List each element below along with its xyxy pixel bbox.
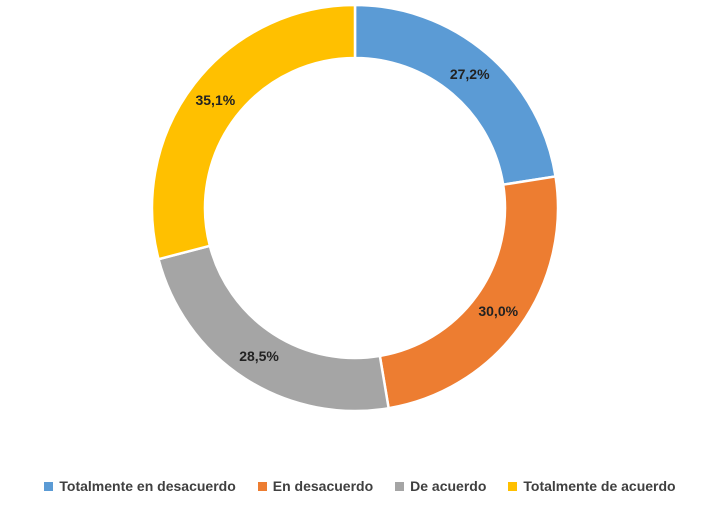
- legend-item-3: De acuerdo: [395, 478, 486, 494]
- legend-item-4: Totalmente de acuerdo: [508, 478, 676, 494]
- donut-chart: 27,2% 30,0% 28,5% 35,1%: [150, 3, 560, 413]
- legend-swatch: [508, 481, 518, 491]
- legend-label: Totalmente en desacuerdo: [59, 478, 236, 494]
- data-label-2: 30,0%: [478, 303, 518, 319]
- legend-swatch: [395, 481, 405, 491]
- legend-label: De acuerdo: [410, 478, 487, 494]
- data-label-4: 35,1%: [195, 92, 235, 108]
- legend-swatch: [44, 481, 54, 491]
- data-label-3: 28,5%: [239, 348, 279, 364]
- legend-swatch: [257, 481, 267, 491]
- legend-label: En desacuerdo: [272, 478, 374, 494]
- donut-slice-4: [150, 3, 357, 261]
- legend-label: Totalmente de acuerdo: [523, 478, 676, 494]
- chart-legend: Totalmente en desacuerdo En desacuerdo De …: [0, 478, 720, 494]
- data-label-1: 27,2%: [450, 66, 490, 82]
- donut-slice-1: [353, 3, 557, 187]
- donut-slice-2: [378, 175, 560, 410]
- donut-slices: [150, 3, 560, 413]
- legend-item-2: En desacuerdo: [257, 478, 374, 494]
- data-labels: 27,2% 30,0% 28,5% 35,1%: [195, 66, 518, 364]
- donut-slice-3: [157, 244, 391, 413]
- legend-item-1: Totalmente en desacuerdo: [44, 478, 236, 494]
